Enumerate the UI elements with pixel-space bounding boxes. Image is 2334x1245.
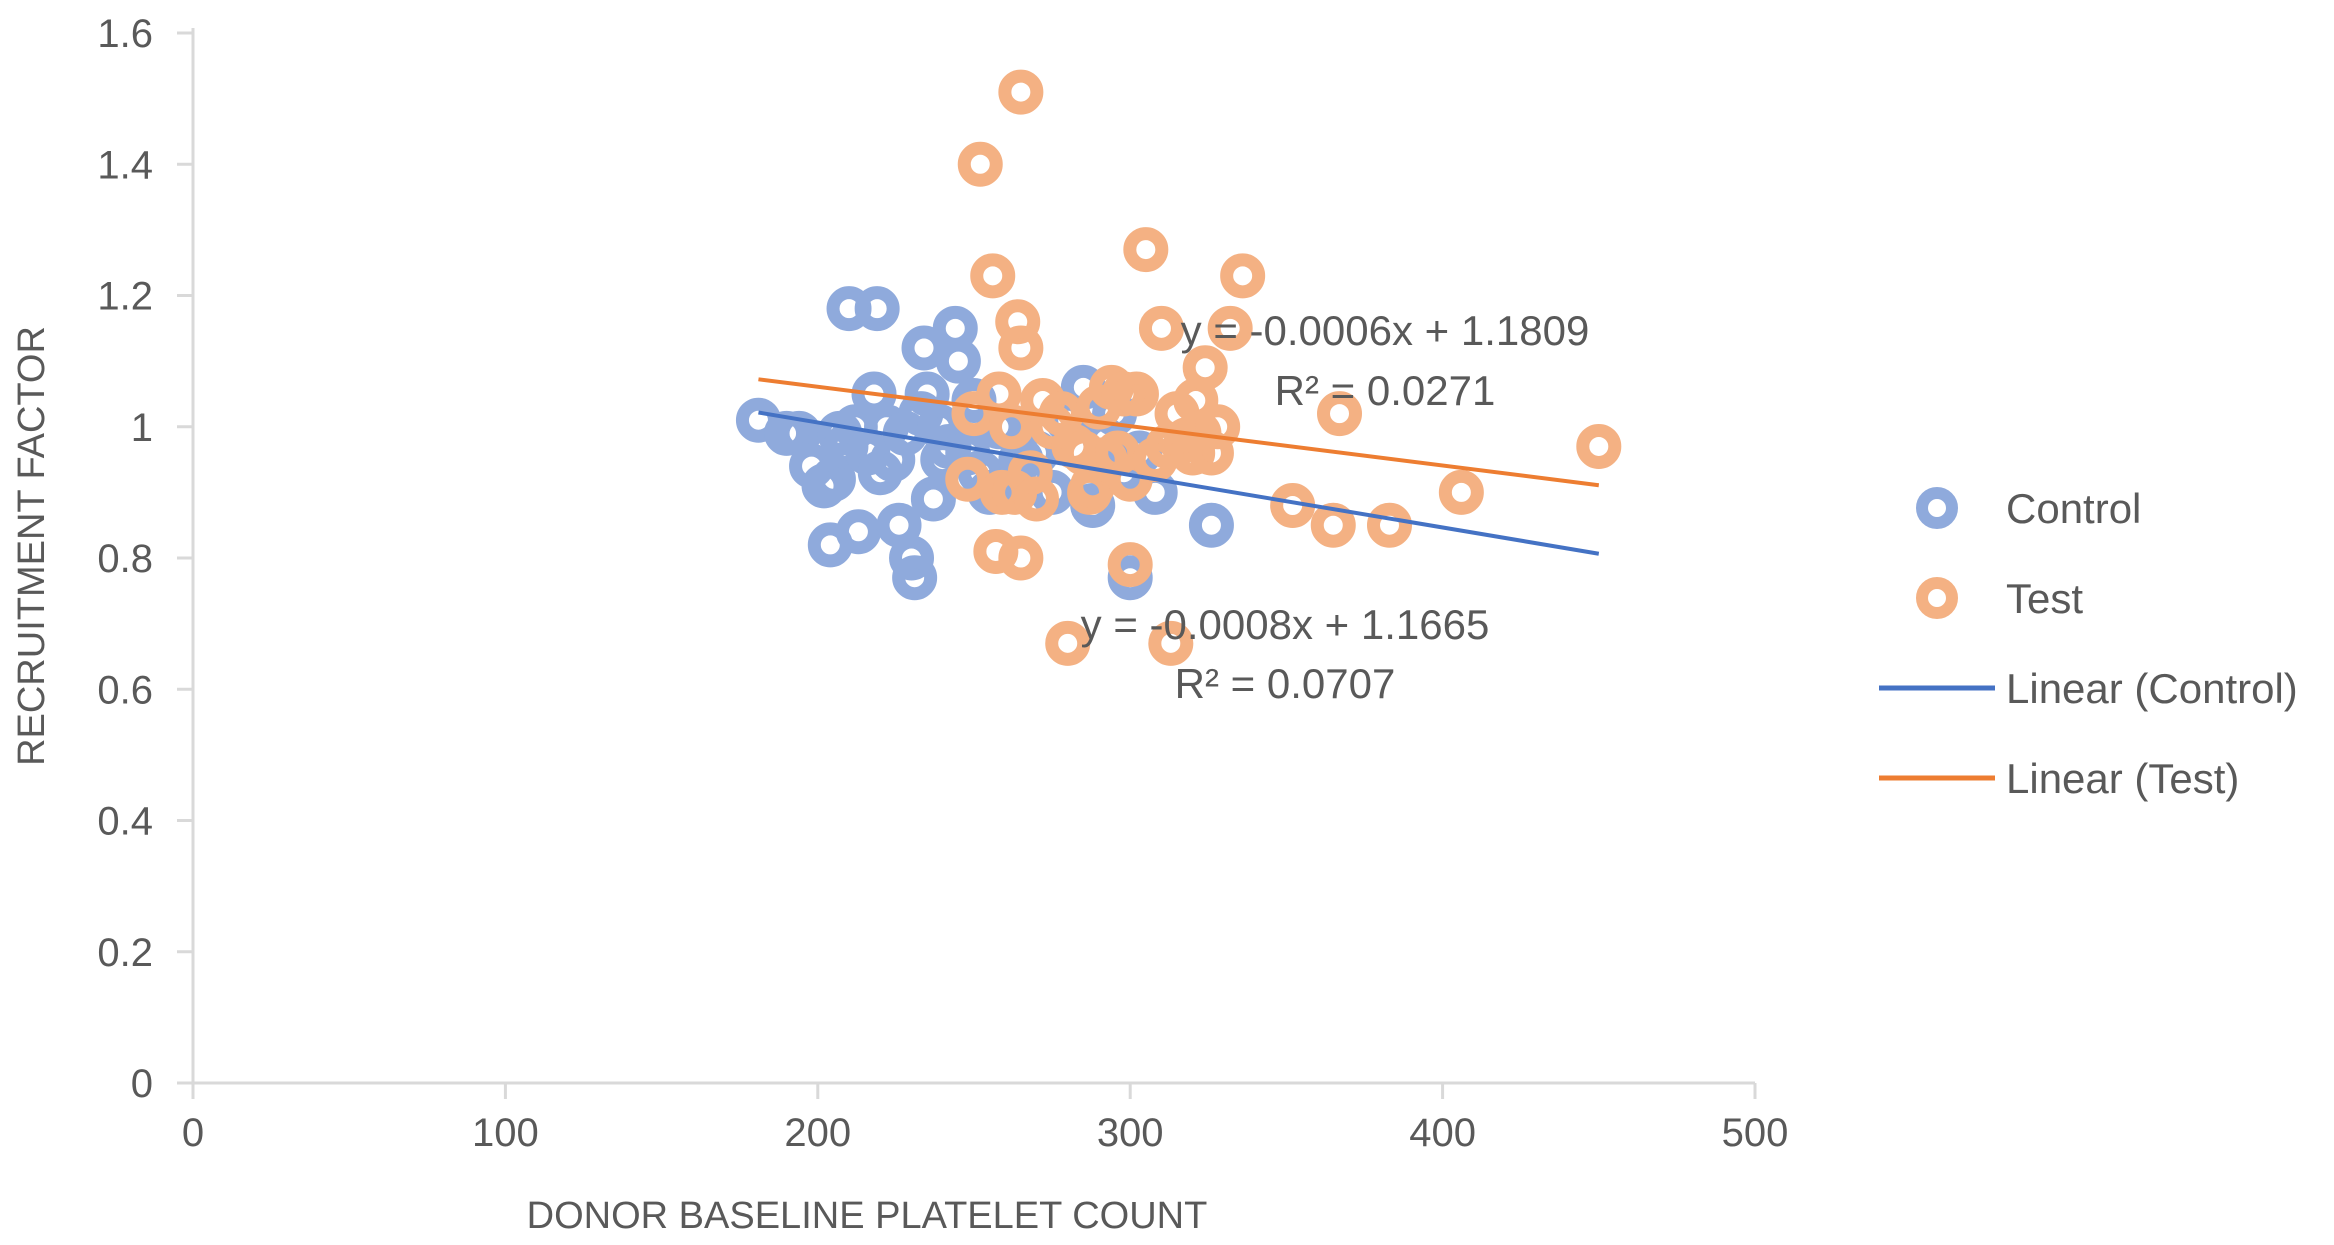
control-point [889, 535, 935, 581]
trendline-annotations: y = -0.0008x + 1.1665 R² = 0.0707 y = -0.0… [1081, 307, 1590, 707]
test-point [1107, 542, 1153, 588]
linear-test-equation: y = -0.0006x + 1.1809 [1181, 307, 1590, 354]
trendlines [758, 377, 1600, 556]
y-tick-label: 0.2 [97, 931, 153, 975]
linear-test-trendline [758, 377, 1600, 488]
legend-control-marker [1916, 487, 1958, 529]
test-point [1138, 305, 1184, 351]
legend-linear-control-label: Linear (Control) [2006, 665, 2298, 712]
linear-test-r-squared: R² = 0.0271 [1275, 367, 1496, 414]
x-tick-label: 400 [1409, 1111, 1476, 1155]
x-tick-label: 500 [1722, 1111, 1789, 1155]
legend-linear-test-label: Linear (Test) [2006, 755, 2239, 802]
control-point [901, 325, 947, 371]
control-point [835, 509, 881, 555]
test-point [1123, 227, 1169, 273]
data-points [735, 69, 1622, 666]
test-point [1438, 469, 1484, 515]
x-axis-title: DONOR BASELINE PLATELET COUNT [527, 1195, 1208, 1237]
y-tick-label: 0 [131, 1062, 153, 1106]
test-point [1310, 502, 1356, 548]
test-point [1182, 345, 1228, 391]
y-tick-label: 0.8 [97, 537, 153, 581]
x-tick-label: 0 [182, 1111, 204, 1155]
test-point [1148, 620, 1194, 666]
y-tick-label: 1.2 [97, 275, 153, 319]
test-point [1576, 423, 1622, 469]
control-point [892, 555, 938, 601]
test-point [1013, 476, 1059, 522]
test-point [1045, 620, 1091, 666]
test-point [1366, 502, 1412, 548]
y-tick-label: 0.4 [97, 800, 153, 844]
test-point [998, 69, 1044, 115]
legend-test-marker [1916, 577, 1958, 619]
test-point [1207, 305, 1253, 351]
legend: Control Test Linear (Control) Linear (Test) [1879, 485, 2298, 802]
legend-test-label: Test [2006, 575, 2083, 622]
y-tick-label: 0.6 [97, 668, 153, 712]
legend-control-label: Control [2006, 485, 2141, 532]
control-point [910, 476, 956, 522]
axes: 0 0.2 0.4 0.6 0.8 1 1.2 1.4 1.6 0 100 200 300 400 500 [97, 12, 1788, 1155]
test-point [970, 253, 1016, 299]
y-tick-label: 1 [131, 406, 153, 450]
test-point [1113, 371, 1159, 417]
test-point [957, 141, 1003, 187]
test-point [998, 325, 1044, 371]
x-tick-label: 200 [784, 1111, 851, 1155]
control-point [935, 338, 981, 384]
test-point [1317, 391, 1363, 437]
test-point [945, 456, 991, 502]
test-point [1220, 253, 1266, 299]
linear-control-equation: y = -0.0008x + 1.1665 [1081, 601, 1490, 648]
y-tick-label: 1.6 [97, 12, 153, 56]
y-axis-title: RECRUITMENT FACTOR [11, 326, 53, 766]
linear-control-r-squared: R² = 0.0707 [1175, 660, 1396, 707]
x-tick-label: 300 [1097, 1111, 1164, 1155]
x-tick-label: 100 [472, 1111, 539, 1155]
control-point [854, 286, 900, 332]
linear-control-trendline [758, 410, 1600, 556]
control-point [1188, 502, 1234, 548]
y-tick-label: 1.4 [97, 143, 153, 187]
test-point [1195, 404, 1241, 450]
test-point [998, 535, 1044, 581]
